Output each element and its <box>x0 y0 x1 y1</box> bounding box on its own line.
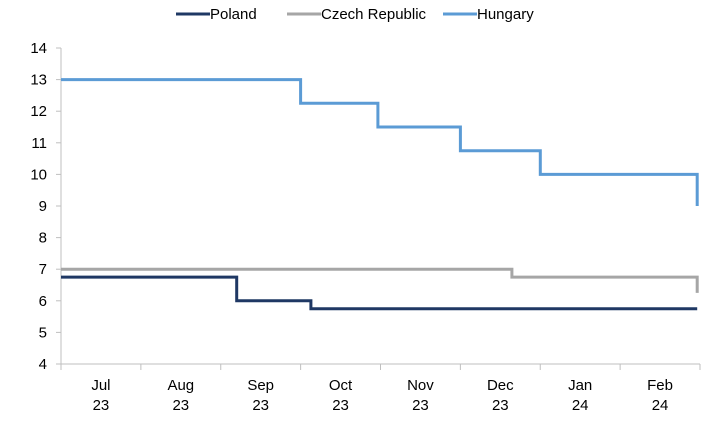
series-layer <box>61 78 699 311</box>
legend-label-czech-republic: Czech Republic <box>321 6 427 23</box>
x-tick-label-month: Oct <box>329 377 353 394</box>
x-tick-label-year: 24 <box>572 397 589 414</box>
y-tick-label: 12 <box>30 103 47 120</box>
y-tick-label: 6 <box>39 293 47 310</box>
legend: Poland Czech Republic Hungary <box>176 6 534 23</box>
series-line-czech-republic <box>61 267 699 293</box>
x-tick-label-year: 23 <box>332 397 349 414</box>
x-tick-label-year: 23 <box>252 397 269 414</box>
x-tick-label-month: Dec <box>487 377 514 394</box>
x-tick-label-year: 23 <box>412 397 429 414</box>
y-tick-label: 7 <box>39 261 47 278</box>
y-tick-label: 10 <box>30 166 47 183</box>
legend-label-hungary: Hungary <box>477 6 534 23</box>
x-tick-label-month: Jul <box>91 377 110 394</box>
series-line-poland <box>61 275 698 311</box>
y-tick-label: 13 <box>30 72 47 89</box>
y-tick-label: 11 <box>31 135 47 152</box>
legend-label-poland: Poland <box>210 6 257 23</box>
x-tick-label-month: Feb <box>647 377 673 394</box>
x-tick-label-month: Jan <box>568 377 592 394</box>
y-tick-label: 4 <box>39 356 47 373</box>
y-axis: 4 5 6 7 8 9 10 11 12 13 14 <box>30 40 62 373</box>
y-tick-label: 8 <box>39 230 47 247</box>
x-axis: Jul 23 Aug 23 Sep 23 Oct 23 Nov 23 Dec 23 Jan 24 Feb 24 <box>60 363 701 414</box>
x-tick-label-year: 23 <box>492 397 509 414</box>
y-tick-label: 5 <box>39 324 47 341</box>
x-tick-label-month: Sep <box>247 377 274 394</box>
y-tick-label: 14 <box>30 40 47 57</box>
x-tick-label-year: 23 <box>93 397 110 414</box>
series-line-hungary <box>61 78 699 206</box>
x-tick-label-year: 23 <box>172 397 189 414</box>
x-tick-label-month: Nov <box>407 377 434 394</box>
x-tick-label-month: Aug <box>167 377 194 394</box>
x-tick-label-year: 24 <box>652 397 669 414</box>
y-tick-label: 9 <box>39 198 47 215</box>
